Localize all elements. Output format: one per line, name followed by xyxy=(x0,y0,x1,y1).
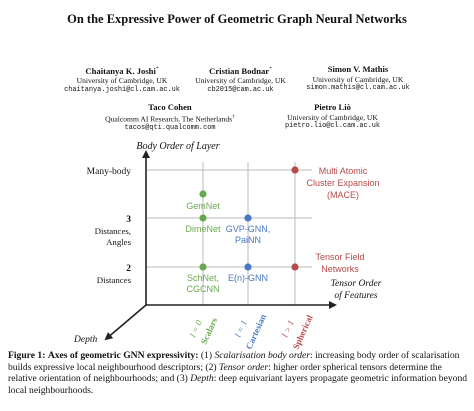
y-axis-title: Body Order of Layer xyxy=(136,141,219,152)
author-name: Simon V. Mathis xyxy=(327,64,389,74)
caption-num-1: (1) xyxy=(200,350,213,361)
y-label-many-body: Many-body xyxy=(87,167,132,177)
diagram-axes xyxy=(104,150,337,341)
caption-term-tensor-order: Tensor order xyxy=(219,361,269,373)
caption-term-depth: Depth xyxy=(190,373,214,385)
point-gvp-gnn xyxy=(244,214,252,222)
caption-text-2: : higher order spherical tensors determi… xyxy=(8,361,442,385)
label-gemnet: GemNet xyxy=(186,201,220,211)
author-affiliation: University of Cambridge, UK xyxy=(312,74,404,84)
x-tick-order-cartesian: l = 1 xyxy=(233,319,249,339)
point-schnet xyxy=(199,263,207,271)
label-egnn: E(n)-GNN xyxy=(228,273,268,283)
label-schnet: SchNet, xyxy=(187,273,219,283)
paper-title: On the Expressive Power of Geometric Gra… xyxy=(67,12,407,26)
label-dimenet: DimeNet xyxy=(185,224,221,234)
diagram-grid xyxy=(146,162,312,305)
caption-label: Figure 1: xyxy=(8,350,46,361)
figure-caption: Figure 1: Axes of geometric GNN expressi… xyxy=(8,350,468,396)
author-email: simon.mathis@cl.cam.ac.uk xyxy=(306,84,410,92)
x-tick-kind-scalars: Scalars xyxy=(199,316,220,346)
y-label-3: 3 xyxy=(126,215,131,225)
x-axis-title-line2: of Features xyxy=(334,290,377,301)
y-label-distances: Distances xyxy=(97,275,132,285)
author-name: Cristian Bodnar* xyxy=(209,65,272,76)
x-axis-tick-labels: l = 0 Scalars l = 1 Cartesian l > 1 Sphe… xyxy=(188,312,315,350)
depth-axis-label: Depth xyxy=(73,335,97,345)
author-affiliation: University of Cambridge, UK xyxy=(287,112,378,122)
label-tfn-1: Tensor Field xyxy=(315,252,364,262)
x-axis-title-line1: Tensor Order xyxy=(331,279,382,289)
author-name: Pietro Liò xyxy=(314,102,351,112)
label-cgcnn: CGCNN xyxy=(187,284,220,294)
author-email: tacos@qti.qualcomm.com xyxy=(124,123,216,132)
label-tfn-2: Networks xyxy=(321,264,359,274)
author-email: cb2015@cam.ac.uk xyxy=(207,85,274,94)
x-tick-order-spherical: l > 1 xyxy=(280,319,296,339)
model-points xyxy=(199,166,299,271)
x-tick-kind-cartesian: Cartesian xyxy=(244,312,268,350)
label-mace-1: Multi Atomic xyxy=(319,166,368,176)
author-affiliation: University of Cambridge, UK xyxy=(76,76,168,86)
author-email: pietro.lio@cl.cam.ac.uk xyxy=(284,122,381,130)
author-block-mathis: Simon V. Mathis University of Cambridge,… xyxy=(298,64,418,94)
depth-axis xyxy=(104,304,147,341)
x-tick-kind-spherical: Spherical xyxy=(291,313,315,351)
point-mace xyxy=(291,166,299,174)
author-name: Chaitanya K. Joshi* xyxy=(85,65,159,76)
author-block-bodnar: Cristian Bodnar* University of Cambridge… xyxy=(188,65,293,95)
author-block-cohen: Taco Cohen Qualcomm AI Research, The Net… xyxy=(100,102,240,133)
caption-text-1: : increasing body order of scalarisation… xyxy=(8,350,460,373)
caption-text-3: : deep equivariant layers propagate geom… xyxy=(8,373,468,396)
model-labels: GemNet DimeNet SchNet, CGCNN GVP-GNN, Pa… xyxy=(185,166,379,294)
author-affiliation: University of Cambridge, UK xyxy=(195,76,286,86)
label-gvp-gnn: GVP-GNN, xyxy=(226,224,271,234)
author-email: chaitanya.joshi@cl.cam.ac.uk xyxy=(64,85,180,94)
label-painn: PaiNN xyxy=(235,235,261,245)
y-label-2: 2 xyxy=(126,264,131,274)
point-egnn xyxy=(244,263,252,271)
author-affiliation: Qualcomm AI Research, The Netherlands† xyxy=(105,113,235,124)
author-block-joshi: Chaitanya K. Joshi* University of Cambri… xyxy=(62,65,182,95)
caption-term-body-order: Scalarisation body order xyxy=(214,350,311,361)
point-tfn xyxy=(291,263,299,271)
author-block-lio: Pietro Liò University of Cambridge, UK p… xyxy=(270,102,395,132)
label-mace-3: (MACE) xyxy=(327,190,359,200)
point-gemnet xyxy=(199,190,207,198)
author-name: Taco Cohen xyxy=(148,102,192,112)
label-mace-2: Cluster Expansion xyxy=(306,178,379,188)
caption-heading: Axes of geometric GNN expressivity: xyxy=(47,350,199,361)
y-label-distances-angles-2: Angles xyxy=(106,237,131,247)
y-axis-labels: Many-body 3 Distances, Angles 2 Distance… xyxy=(87,167,132,285)
point-dimenet xyxy=(199,214,207,222)
y-label-distances-angles-1: Distances, xyxy=(95,226,131,236)
